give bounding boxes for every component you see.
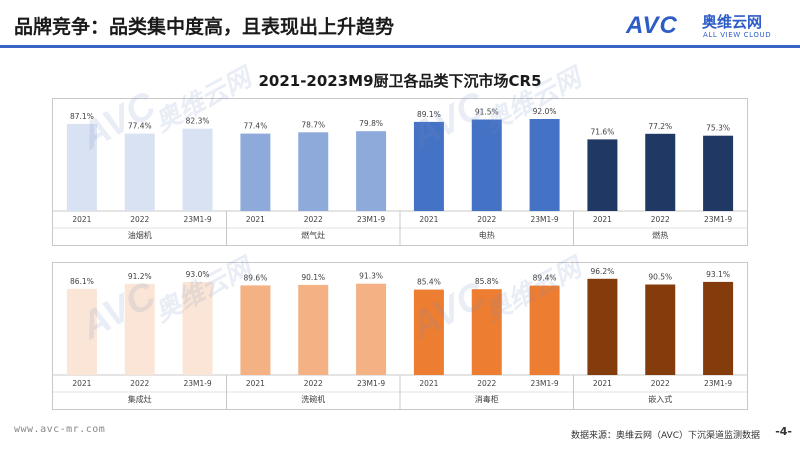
x-tick-label: 2022 (304, 379, 323, 388)
category-label: 燃热 (652, 230, 668, 240)
bar-燃热-2021 (587, 139, 618, 211)
bar-油烟机-2021 (66, 123, 97, 211)
bar-电热-2022 (471, 119, 502, 211)
data-label: 77.4% (128, 122, 152, 131)
data-label: 90.1% (301, 273, 325, 282)
bar-消毒柜-23M1-9 (529, 285, 560, 375)
data-label: 93.0% (186, 270, 210, 279)
data-label: 96.2% (591, 267, 615, 276)
logo-avc-text: AVC (626, 12, 678, 39)
data-label: 91.2% (128, 272, 152, 281)
chart-panel-bottom: 86.1% 2021 91.2% 2022 93.0% 23M1-9 集成灶 89.6% 202… (52, 262, 748, 410)
category-label: 燃气灶 (301, 230, 325, 240)
header-divider (0, 45, 800, 48)
data-label: 89.1% (417, 110, 441, 119)
data-label: 71.6% (591, 127, 615, 136)
brand-logo: AVC 奥维云网 ALL VIEW CLOUD (626, 10, 786, 42)
footer-source: 数据来源：奥维云网（AVC）下沉渠道监测数据 (570, 431, 760, 441)
bar-燃气灶-2021 (240, 133, 271, 211)
x-tick-label: 23M1-9 (704, 379, 732, 388)
data-label: 89.4% (533, 274, 557, 283)
bar-电热-2021 (413, 121, 444, 211)
data-label: 89.6% (244, 273, 268, 282)
x-tick-label: 2022 (304, 215, 323, 224)
bar-chart-bottom: 86.1% 2021 91.2% 2022 93.0% 23M1-9 集成灶 89.6% 202… (53, 267, 747, 409)
x-tick-label: 23M1-9 (183, 215, 211, 224)
data-label: 85.8% (475, 277, 499, 286)
bar-嵌入式-23M1-9 (703, 281, 734, 375)
chart-title: 2021-2023M9厨卫各品类下沉市场CR5 (258, 72, 542, 90)
x-tick-label: 2021 (593, 379, 612, 388)
bar-电热-23M1-9 (529, 119, 560, 211)
category-label: 嵌入式 (648, 394, 672, 404)
data-label: 75.3% (706, 124, 730, 133)
x-tick-label: 2022 (651, 215, 670, 224)
x-tick-label: 23M1-9 (530, 379, 558, 388)
category-label: 电热 (479, 230, 495, 240)
bar-消毒柜-2021 (413, 289, 444, 375)
page-number: -4- (775, 425, 792, 438)
chart-panel-top: 87.1% 2021 77.4% 2022 82.3% 23M1-9 油烟机 77.4% 202… (52, 98, 748, 246)
data-label: 91.5% (475, 108, 499, 117)
x-tick-label: 2021 (246, 215, 265, 224)
x-tick-label: 2021 (419, 215, 438, 224)
bar-燃气灶-23M1-9 (356, 131, 387, 211)
bar-洗碗机-2021 (240, 285, 271, 375)
data-label: 77.2% (648, 122, 672, 131)
data-label: 82.3% (186, 117, 210, 126)
category-label: 油烟机 (128, 230, 152, 240)
page-title: 品牌竞争：品类集中度高，且表现出上升趋势 (14, 16, 395, 38)
data-label: 91.3% (359, 272, 383, 281)
x-tick-label: 2022 (477, 379, 496, 388)
category-label: 消毒柜 (475, 394, 499, 404)
x-tick-label: 2021 (246, 379, 265, 388)
category-label: 洗碗机 (301, 394, 325, 404)
bar-油烟机-2022 (124, 133, 155, 211)
x-tick-label: 2021 (72, 215, 91, 224)
x-tick-label: 2022 (477, 215, 496, 224)
bar-燃气灶-2022 (298, 132, 329, 211)
logo-en-text: ALL VIEW CLOUD (703, 31, 772, 39)
bar-消毒柜-2022 (471, 289, 502, 375)
bar-集成灶-2021 (66, 288, 97, 375)
data-label: 78.7% (301, 120, 325, 129)
data-label: 77.4% (244, 122, 268, 131)
data-label: 92.0% (533, 107, 557, 116)
bar-洗碗机-2022 (298, 284, 329, 375)
bar-燃热-2022 (645, 133, 676, 211)
x-tick-label: 2021 (72, 379, 91, 388)
bar-集成灶-2022 (124, 283, 155, 375)
bar-chart-top: 87.1% 2021 77.4% 2022 82.3% 23M1-9 油烟机 77.4% 202… (53, 107, 747, 245)
x-tick-label: 2021 (419, 379, 438, 388)
x-tick-label: 2022 (130, 379, 149, 388)
x-tick-label: 23M1-9 (530, 215, 558, 224)
data-label: 85.4% (417, 278, 441, 287)
x-tick-label: 2021 (593, 215, 612, 224)
x-tick-label: 2022 (651, 379, 670, 388)
x-tick-label: 23M1-9 (357, 215, 385, 224)
data-label: 90.5% (648, 273, 672, 282)
bar-油烟机-23M1-9 (182, 128, 213, 211)
logo-cn-text: 奥维云网 (702, 13, 763, 31)
bar-嵌入式-2022 (645, 284, 676, 375)
category-label: 集成灶 (128, 394, 152, 404)
data-label: 87.1% (70, 112, 94, 121)
x-tick-label: 2022 (130, 215, 149, 224)
data-label: 79.8% (359, 119, 383, 128)
bar-洗碗机-23M1-9 (356, 283, 387, 375)
bar-嵌入式-2021 (587, 278, 618, 375)
x-tick-label: 23M1-9 (183, 379, 211, 388)
data-label: 86.1% (70, 277, 94, 286)
x-tick-label: 23M1-9 (704, 215, 732, 224)
bar-集成灶-23M1-9 (182, 282, 213, 375)
bar-燃热-23M1-9 (703, 135, 734, 211)
footer-url: www.avc-mr.com (14, 424, 106, 435)
data-label: 93.1% (706, 270, 730, 279)
x-tick-label: 23M1-9 (357, 379, 385, 388)
